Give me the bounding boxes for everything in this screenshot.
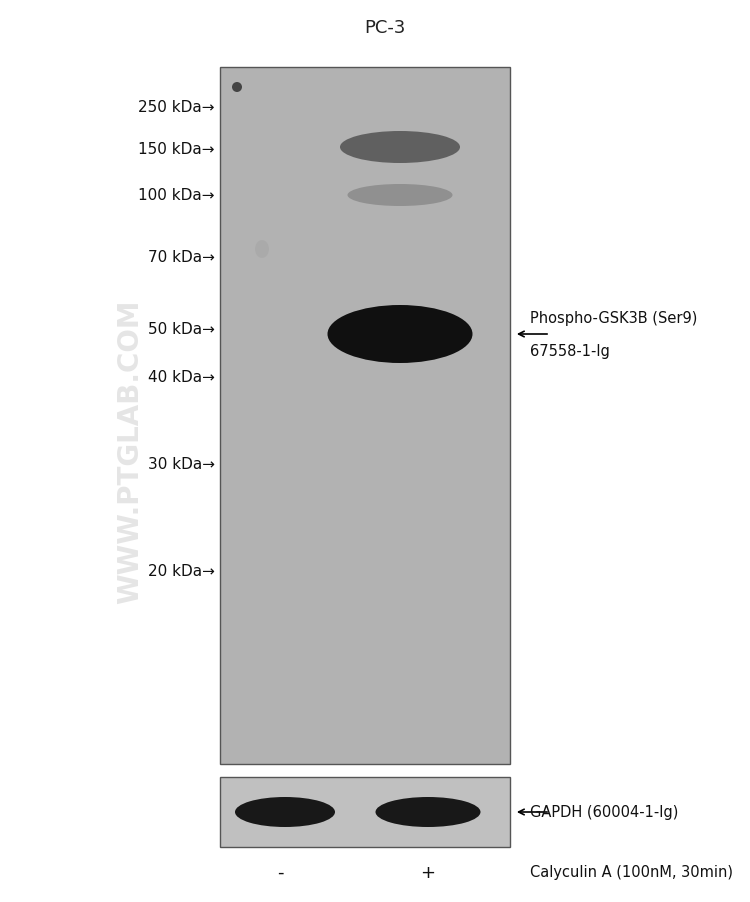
Ellipse shape	[328, 306, 472, 364]
Ellipse shape	[376, 797, 481, 827]
Ellipse shape	[347, 185, 452, 207]
Text: 40 kDa→: 40 kDa→	[148, 370, 215, 385]
Text: 70 kDa→: 70 kDa→	[148, 250, 215, 265]
Text: Phospho-GSK3B (Ser9): Phospho-GSK3B (Ser9)	[530, 310, 698, 326]
Text: 20 kDa→: 20 kDa→	[148, 564, 215, 579]
Text: Calyculin A (100nM, 30min): Calyculin A (100nM, 30min)	[530, 864, 733, 879]
Text: 30 kDa→: 30 kDa→	[148, 457, 215, 472]
Ellipse shape	[232, 83, 242, 93]
Text: 100 kDa→: 100 kDa→	[139, 189, 215, 203]
Ellipse shape	[255, 241, 269, 259]
Ellipse shape	[235, 797, 335, 827]
Bar	[220, 68, 510, 764]
Ellipse shape	[340, 132, 460, 164]
Text: 50 kDa→: 50 kDa→	[148, 322, 215, 337]
Bar	[220, 778, 510, 847]
Text: 67558-1-Ig: 67558-1-Ig	[530, 344, 610, 359]
Text: PC-3: PC-3	[364, 19, 406, 37]
Text: GAPDH (60004-1-Ig): GAPDH (60004-1-Ig)	[530, 805, 678, 820]
Text: 150 kDa→: 150 kDa→	[139, 143, 215, 157]
Text: +: +	[421, 863, 436, 881]
Text: -: -	[277, 863, 284, 881]
Text: WWW.PTGLAB.COM: WWW.PTGLAB.COM	[116, 299, 144, 603]
Text: 250 kDa→: 250 kDa→	[139, 99, 215, 115]
